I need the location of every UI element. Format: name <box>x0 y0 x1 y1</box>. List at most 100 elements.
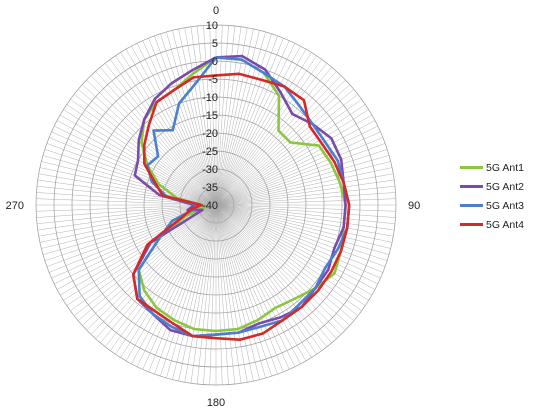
grid-spoke <box>215 25 223 206</box>
grid-spoke <box>215 204 388 261</box>
grid-spoke <box>196 25 217 206</box>
grid-spoke <box>215 26 242 206</box>
grid-spoke <box>105 63 217 206</box>
grid-spoke <box>184 27 217 206</box>
legend-item: 5G Ant1 <box>460 158 540 177</box>
grid-spoke <box>215 79 346 206</box>
grid-spoke <box>215 192 396 206</box>
grid-spoke <box>215 204 284 372</box>
grid-spoke <box>215 204 278 375</box>
grid-spoke <box>215 204 322 351</box>
grid-spoke <box>215 204 290 370</box>
grid-spoke <box>215 204 390 255</box>
grid-spoke <box>215 35 278 206</box>
radial-tick-label: 5 <box>212 38 218 50</box>
grid-spoke <box>215 173 394 206</box>
radial-axis-labels: 10 5 0 -5 -10 -15 -20 -25 -30 -35 -40 <box>202 20 218 212</box>
radial-tick-label: -15 <box>202 110 218 122</box>
grid-spoke <box>36 204 217 225</box>
grid-spoke <box>190 26 217 206</box>
grid-spoke <box>142 204 217 370</box>
angle-label-90: 90 <box>408 200 420 212</box>
legend-label: 5G Ant2 <box>486 180 524 193</box>
grid-spoke <box>215 204 248 383</box>
grid-spoke <box>215 49 307 206</box>
radial-tick-label: -35 <box>202 182 218 194</box>
angle-label-270: 270 <box>6 200 24 212</box>
grid-spoke <box>215 143 386 206</box>
legend-label: 5G Ant4 <box>486 218 524 231</box>
grid-spoke <box>215 204 372 296</box>
grid-spoke <box>82 84 217 206</box>
grid-spoke <box>215 204 229 385</box>
grid-spoke <box>160 33 217 206</box>
grid-spoke <box>39 167 217 206</box>
radial-tick-label: -30 <box>202 164 218 176</box>
grid-spoke <box>215 84 350 206</box>
series-line-5g-ant4 <box>131 72 351 342</box>
legend-item: 5G Ant2 <box>460 177 540 196</box>
series-lines <box>131 54 351 342</box>
grid-spoke <box>46 143 217 206</box>
grid-spoke <box>36 204 217 218</box>
grid-spoke <box>49 137 217 206</box>
grid-spoke <box>148 204 217 372</box>
grid-spoke <box>215 104 366 206</box>
grid-spoke <box>39 204 217 243</box>
grid-spoke <box>215 204 223 385</box>
grid-spoke <box>215 204 396 212</box>
grid-spoke <box>90 204 217 335</box>
grid-spoke <box>215 45 301 206</box>
grid-spoke <box>215 204 381 279</box>
grid-spoke <box>215 204 369 301</box>
grid-spoke <box>215 204 376 290</box>
grid-spoke <box>95 204 217 339</box>
grid-spoke <box>215 204 327 347</box>
grid-spoke <box>215 204 346 331</box>
grid-spoke <box>105 204 217 347</box>
grid-spoke <box>196 204 217 385</box>
polar-grid <box>35 24 397 386</box>
grid-spoke <box>190 204 217 384</box>
grid-spoke <box>63 109 217 206</box>
grid-spoke <box>215 204 254 382</box>
grid-spoke <box>110 59 217 206</box>
grid-spoke <box>120 204 217 358</box>
radial-tick-label: -10 <box>202 92 218 104</box>
legend-swatch <box>460 185 483 188</box>
grid-spoke <box>215 204 395 231</box>
grid-spoke <box>215 198 396 206</box>
grid-spoke <box>66 104 217 206</box>
grid-spoke <box>215 204 386 267</box>
grid-spoke <box>215 179 395 206</box>
grid-spoke <box>125 49 217 206</box>
grid-spoke <box>172 204 217 380</box>
grid-spoke <box>178 204 217 382</box>
grid-spoke <box>215 204 350 326</box>
legend-swatch <box>460 223 483 226</box>
grid-spoke <box>86 204 217 331</box>
grid-spoke <box>82 204 217 326</box>
radial-tick-label: -25 <box>202 146 218 158</box>
grid-spoke <box>215 71 337 206</box>
grid-spoke <box>54 125 217 206</box>
grid-spoke <box>215 89 355 206</box>
grid-spoke <box>215 55 317 206</box>
grid-spoke <box>60 204 217 296</box>
grid-spoke <box>215 131 381 206</box>
legend-label: 5G Ant1 <box>486 161 524 174</box>
grid-spoke <box>215 33 272 206</box>
grid-spoke <box>215 137 383 206</box>
grid-spoke <box>86 79 217 206</box>
legend-swatch <box>460 166 483 169</box>
grid-spoke <box>215 185 396 206</box>
grid-spoke <box>215 204 312 358</box>
grid-spoke <box>215 204 272 377</box>
grid-spoke <box>215 75 342 206</box>
grid-spoke <box>215 204 393 243</box>
grid-spoke <box>100 66 217 206</box>
grid-spoke <box>115 204 217 355</box>
grid-spoke <box>215 204 266 379</box>
grid-spoke <box>203 204 217 385</box>
